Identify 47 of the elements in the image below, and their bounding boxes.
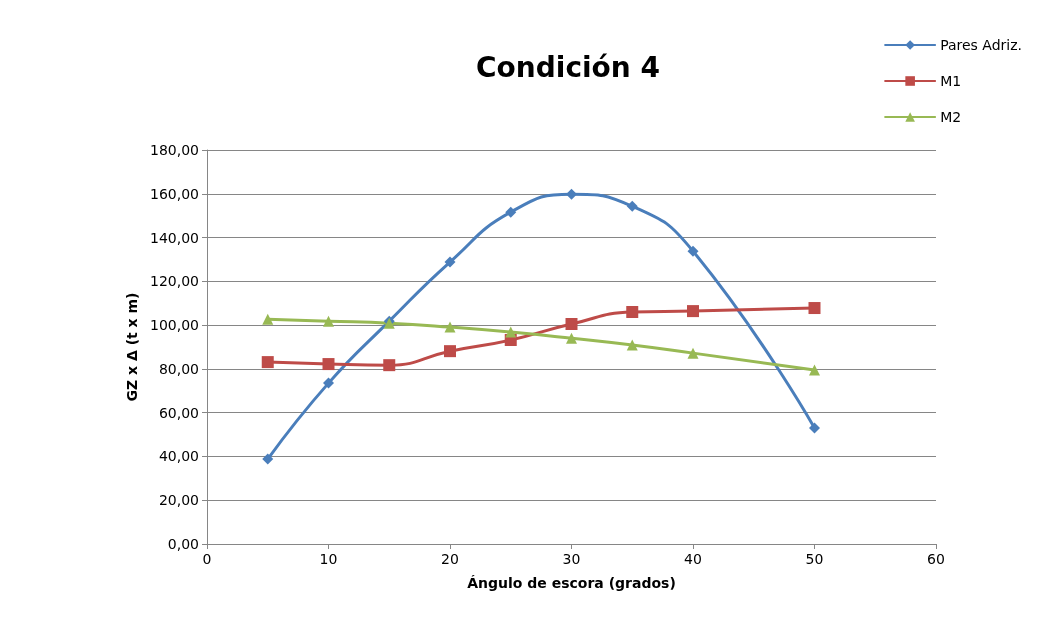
y-tick-label: 80,00 [158, 360, 199, 377]
x-axis-title: Ángulo de escora (grados) [467, 575, 676, 591]
x-tick-label: 20 [441, 551, 459, 567]
point [261, 356, 274, 369]
y-tick-label: 100,00 [150, 317, 199, 334]
point [383, 359, 396, 372]
x-tick-label: 30 [562, 551, 581, 567]
legend-label: M1 [940, 73, 962, 89]
point [505, 206, 517, 218]
y-tick-label: 20,00 [158, 492, 199, 509]
point [444, 321, 456, 333]
legend-label: M2 [940, 109, 962, 125]
point [687, 305, 699, 318]
y-tick-label: 40,00 [158, 448, 199, 465]
y-tick-label: 160,00 [150, 185, 199, 202]
point [808, 302, 821, 315]
point [444, 256, 456, 268]
point [566, 188, 577, 200]
y-tick-label: 180,00 [150, 142, 199, 158]
point [505, 326, 517, 338]
chart-title: Condición 4 [476, 50, 660, 84]
point [626, 339, 638, 351]
point [626, 305, 639, 318]
x-tick-label: 60 [927, 551, 945, 567]
point [323, 377, 334, 389]
point [323, 315, 334, 327]
point [565, 318, 578, 331]
y-tick-label: 0,00 [167, 536, 199, 552]
point [444, 345, 456, 358]
point [626, 200, 638, 212]
point [262, 313, 274, 325]
x-tick-label: 10 [319, 551, 338, 567]
y-tick-label: 120,00 [150, 273, 199, 290]
point [262, 453, 274, 465]
x-tick-label: 40 [684, 551, 702, 567]
x-tick-label: 50 [805, 551, 824, 567]
point [809, 364, 820, 376]
y-tick-label: 60,00 [158, 404, 199, 421]
point [322, 358, 335, 371]
y-axis-title: GZ x Δ (t x m) [124, 292, 141, 402]
point [566, 332, 577, 344]
point [809, 422, 820, 434]
legend-label: Pares Adriz. [940, 37, 1023, 53]
point [687, 245, 699, 257]
y-tick-label: 140,00 [150, 229, 199, 246]
x-tick-label: 0 [202, 551, 212, 567]
point [687, 347, 699, 359]
